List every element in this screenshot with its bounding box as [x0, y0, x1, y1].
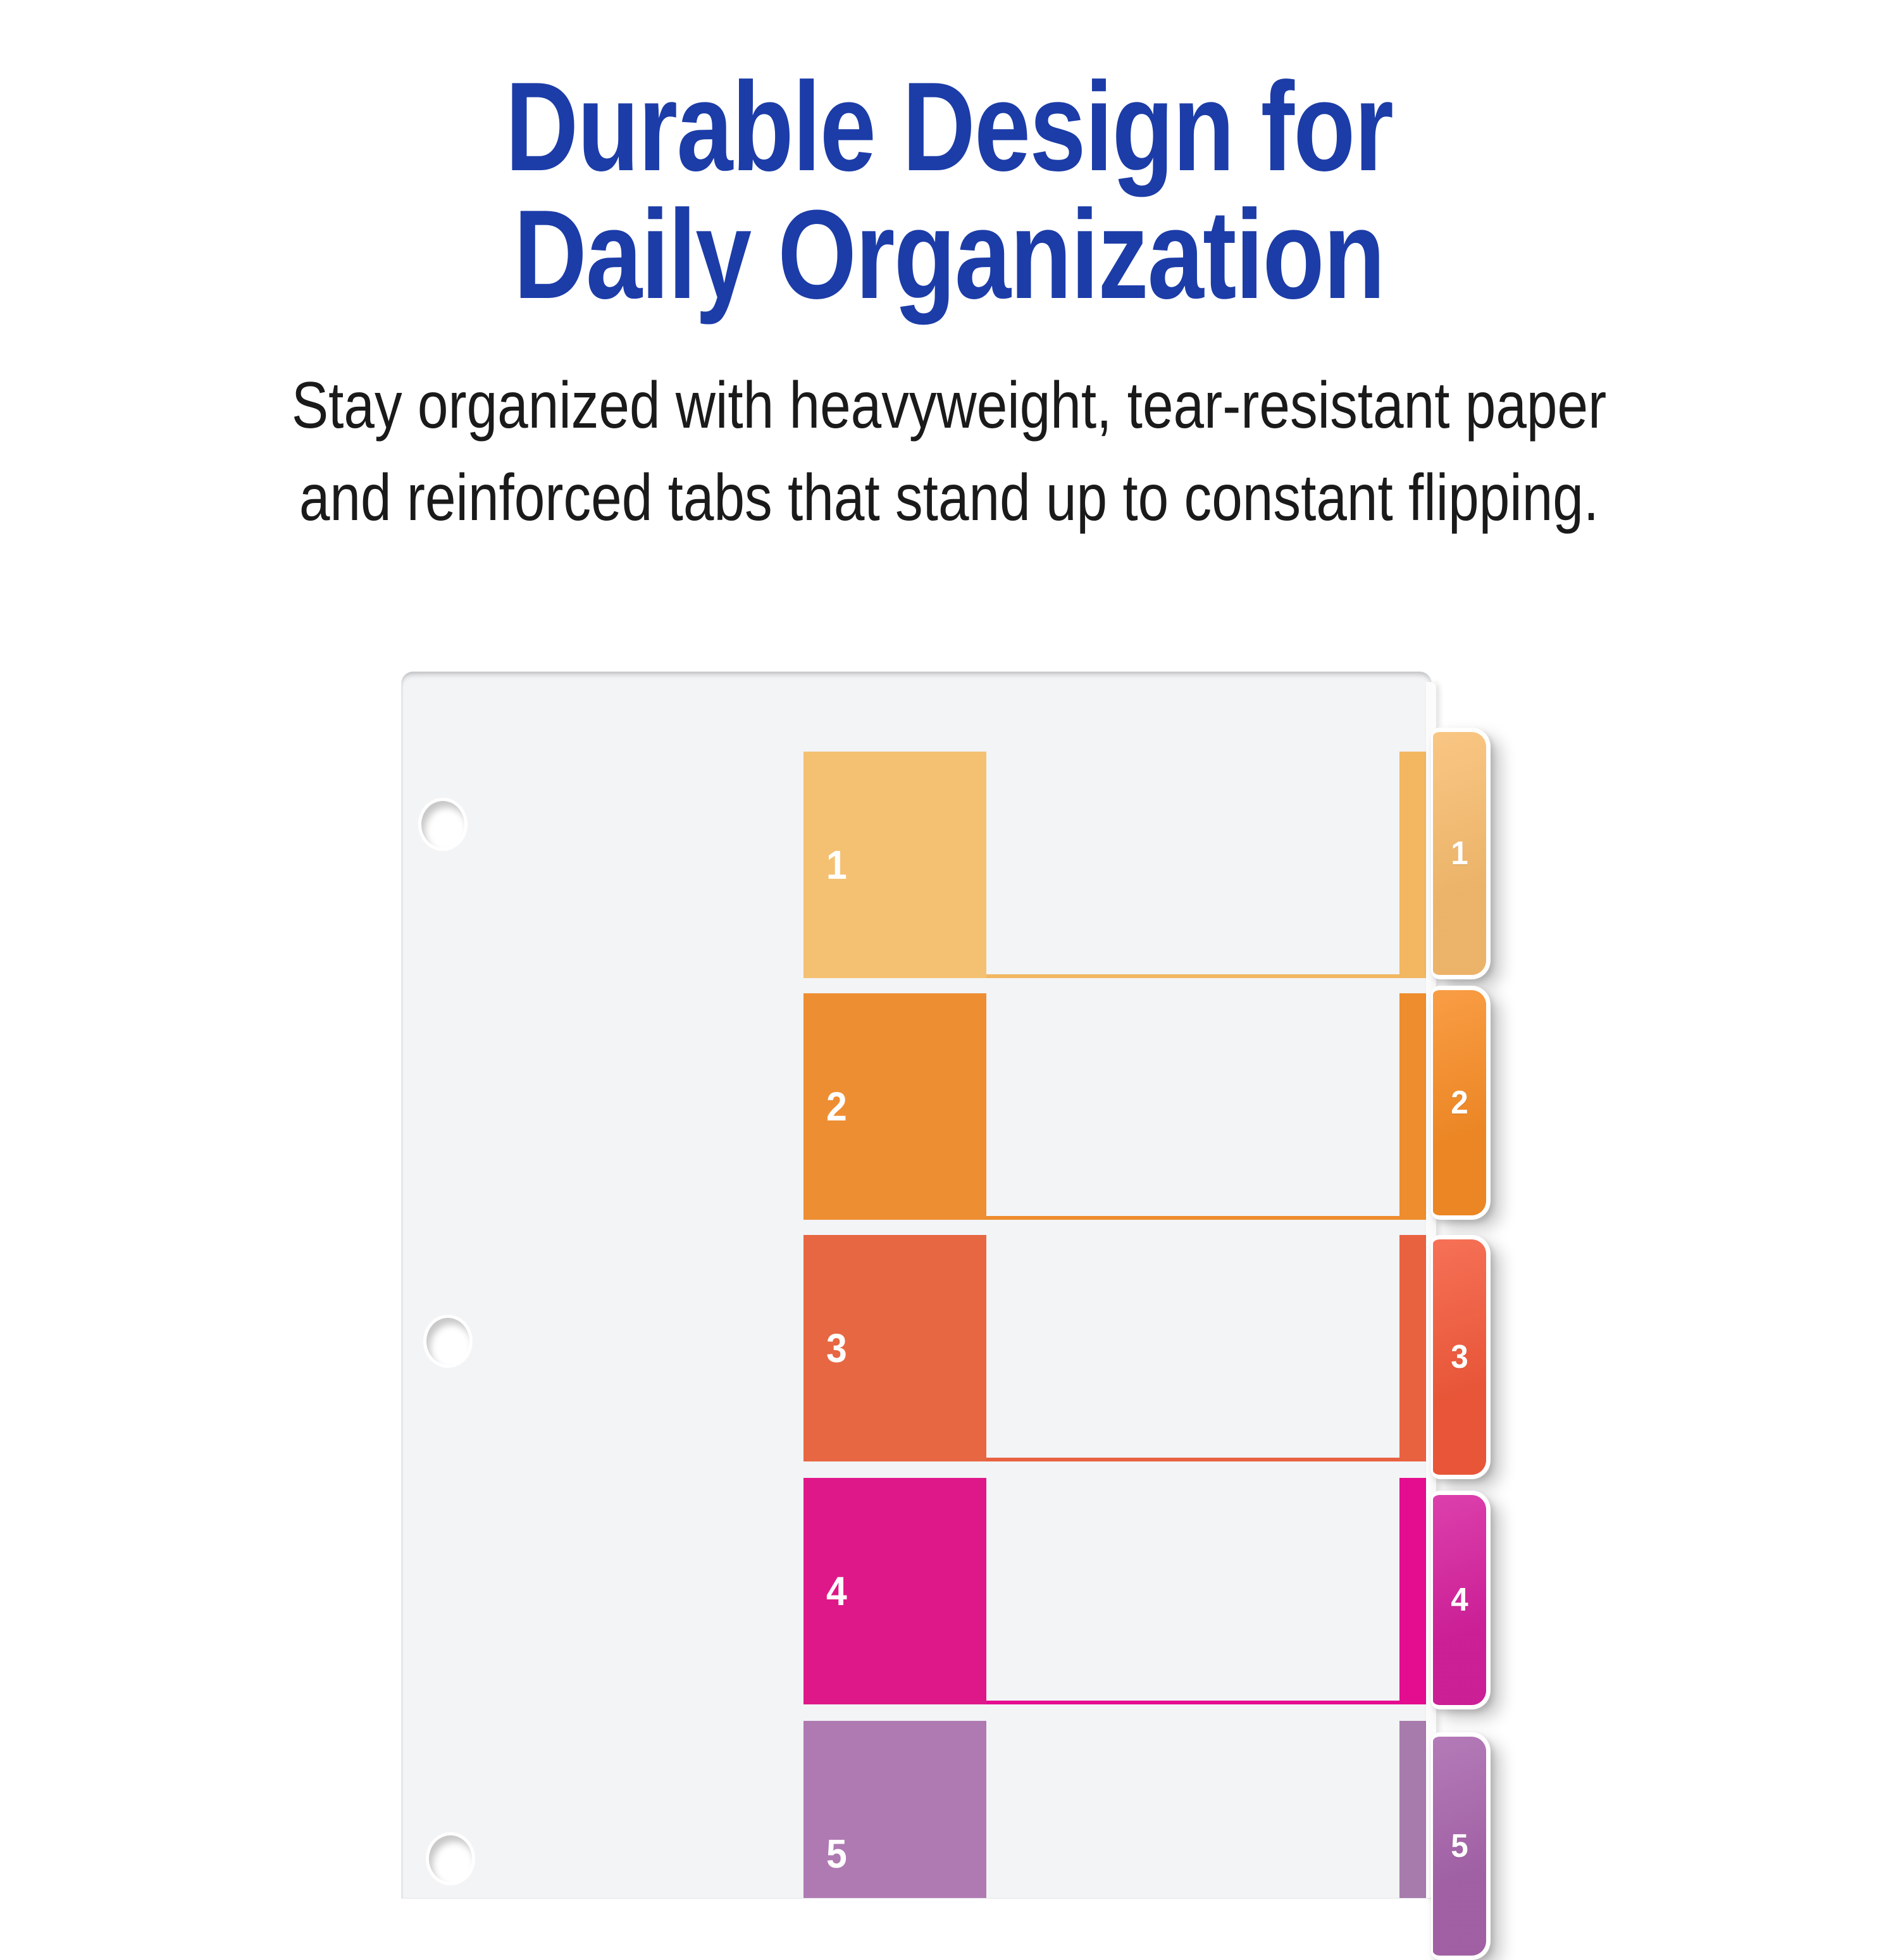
headline-line-1: Durable Design for	[505, 56, 1394, 197]
section-block: 1	[803, 752, 986, 978]
punch-hole-middle	[426, 1318, 469, 1365]
section-number: 4	[826, 1568, 847, 1614]
punch-hole-bottom	[429, 1835, 472, 1882]
section-block: 3	[803, 1235, 986, 1461]
page-title: Durable Design for Daily Organization	[190, 63, 1708, 319]
index-tab-2: 2	[1431, 986, 1491, 1220]
section-edge-strip	[1399, 1478, 1431, 1704]
section-block: 2	[803, 993, 986, 1220]
section-row-1: 1	[402, 752, 1431, 978]
index-tab-1: 1	[1431, 728, 1491, 979]
index-tab-5: 5	[1431, 1732, 1491, 1960]
section-block: 4	[803, 1478, 986, 1704]
section-rule	[986, 1701, 1431, 1704]
section-block: 5	[803, 1721, 986, 1898]
section-rule	[986, 974, 1431, 978]
section-row-2: 2	[402, 993, 1431, 1220]
tab-number: 3	[1451, 1339, 1468, 1375]
index-tab-4: 4	[1431, 1491, 1491, 1709]
tab-number: 2	[1451, 1084, 1468, 1121]
section-edge-strip	[1399, 993, 1431, 1220]
subtitle-line-2: and reinforced tabs that stand up to con…	[299, 461, 1599, 535]
section-row-3: 3	[402, 1235, 1431, 1461]
tab-number: 5	[1451, 1828, 1468, 1864]
tab-number: 1	[1451, 835, 1468, 872]
section-number: 2	[826, 1084, 847, 1129]
headline-line-2: Daily Organization	[514, 184, 1385, 325]
section-number: 5	[826, 1831, 847, 1876]
section-number: 1	[826, 842, 847, 888]
section-row-4: 4	[402, 1478, 1431, 1704]
index-tab-3: 3	[1431, 1235, 1491, 1479]
section-rule	[986, 1458, 1431, 1461]
subtitle-line-1: Stay organized with heavyweight, tear-re…	[291, 369, 1607, 442]
section-edge-strip	[1399, 1721, 1431, 1898]
punch-hole-top	[421, 801, 464, 848]
section-edge-strip	[1399, 752, 1431, 978]
section-row-5: 5	[402, 1721, 1431, 1898]
tab-number: 4	[1451, 1582, 1468, 1618]
subtitle: Stay organized with heavyweight, tear-re…	[152, 359, 1746, 544]
section-rule	[986, 1216, 1431, 1220]
section-edge-strip	[1399, 1235, 1431, 1461]
divider-sheet: 1 2 3 4 5	[402, 672, 1431, 1898]
section-number: 3	[826, 1325, 847, 1371]
product-benefit-image: { "headline": { "line1": "Durable Design…	[152, 63, 1746, 1960]
